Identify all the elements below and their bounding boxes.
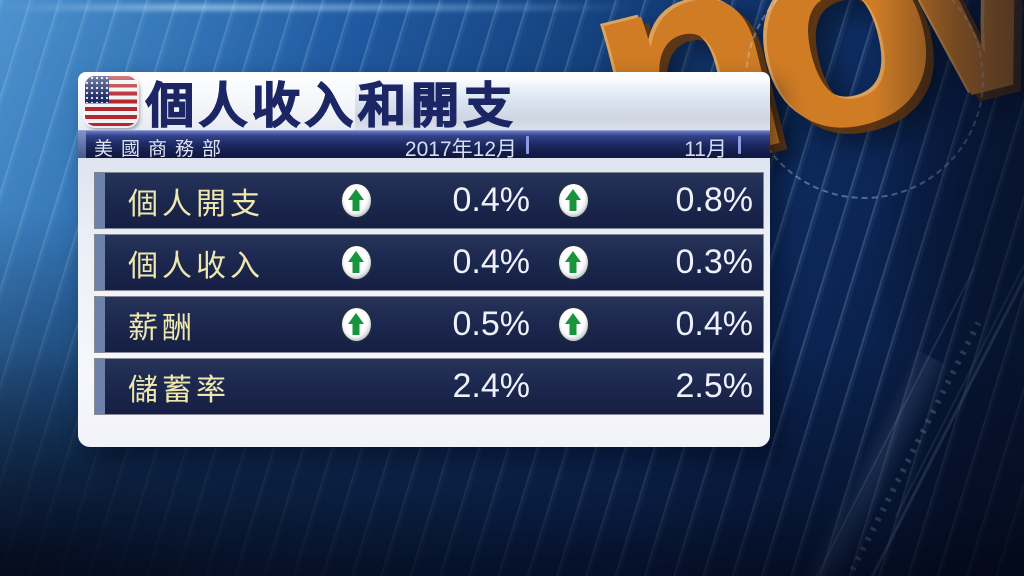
title-band: 個人收入和開支: [78, 72, 770, 130]
row-label: 薪酬: [128, 311, 196, 345]
value-nov: 2.5%: [675, 367, 754, 405]
table-row-wages: 薪酬 0.5% 0.4%: [95, 297, 763, 352]
flag-canton: [85, 76, 109, 103]
value-dec: 2.4%: [452, 367, 531, 405]
column-header-nov: 11月: [684, 138, 727, 161]
column-header-dec2017: 2017年12月: [404, 138, 517, 161]
column-separator-icon: [526, 136, 529, 154]
table-header-row: 美國商務部 2017年12月 11月: [78, 130, 770, 161]
table-row-personal-spending: 個人開支 0.4% 0.8%: [95, 173, 763, 228]
value-nov: 0.8%: [675, 181, 754, 219]
up-arrow-icon: [558, 308, 588, 341]
up-arrow-icon: [558, 184, 588, 217]
column-separator-icon: [738, 136, 741, 154]
up-arrow-icon: [341, 184, 371, 217]
row-label: 儲蓄率: [128, 373, 230, 407]
up-arrow-icon: [341, 308, 371, 341]
value-nov: 0.3%: [675, 243, 754, 281]
value-dec: 0.4%: [452, 181, 531, 219]
us-flag-icon: [85, 76, 137, 126]
value-dec: 0.5%: [452, 305, 531, 343]
row-label: 個人收入: [128, 249, 264, 283]
source-label: 美國商務部: [94, 139, 230, 160]
panel-title: 個人收入和開支: [145, 79, 518, 130]
row-label: 個人開支: [128, 187, 264, 221]
table-row-savings-rate: 儲蓄率 2.4% 2.5%: [95, 359, 763, 414]
flag-gloss: [85, 76, 137, 126]
table-body: 個人開支 0.4% 0.8% 個人收入 0.4%: [78, 158, 770, 447]
header-left-accent: [78, 131, 86, 158]
light-beam: [0, 4, 640, 11]
value-dec: 0.4%: [452, 243, 531, 281]
value-nov: 0.4%: [675, 305, 754, 343]
table-row-personal-income: 個人收入 0.4% 0.3%: [95, 235, 763, 290]
up-arrow-icon: [558, 246, 588, 279]
up-arrow-icon: [341, 246, 371, 279]
data-panel: 個人收入和開支 美國商務部 2017年12月 11月 個人開支 0.4% 0.8: [78, 72, 770, 447]
